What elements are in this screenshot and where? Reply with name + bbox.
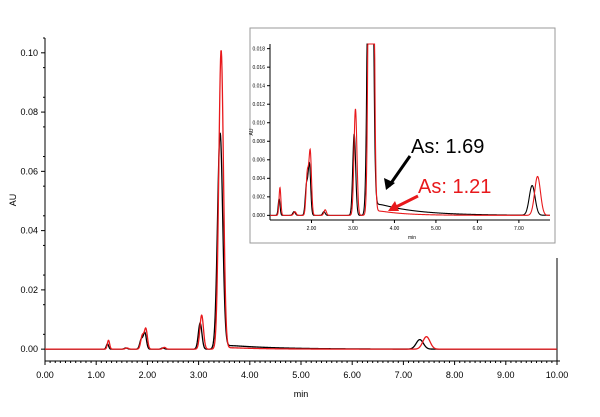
main-series-group	[45, 50, 557, 350]
main-axes	[44, 38, 560, 362]
inset-series-group	[270, 43, 550, 216]
inset-y-tick-label: 0.002	[252, 195, 265, 201]
x-tick-label: 2.00	[139, 370, 157, 380]
inset-y-tick-label: 0.008	[252, 139, 265, 145]
inset-x-axis-label: min	[408, 235, 416, 241]
inset-y-axis-label: AU	[249, 128, 255, 135]
inset-x-tick-label: 4.00	[390, 226, 400, 232]
inset-x-tick-label: 5.00	[431, 226, 441, 232]
y-tick-label: 0.04	[20, 226, 38, 236]
x-tick-label: 1.00	[87, 370, 105, 380]
x-tick-label: 4.00	[241, 370, 259, 380]
inset-x-tick-label: 3.00	[348, 226, 358, 232]
x-axis-ticks: 0.00 1.00 2.00 3.00 4.00 5.00 6.00 7.00 8.00 9.00…	[36, 361, 568, 380]
inset-y-tick-label: 0.010	[252, 121, 265, 127]
inset-series-line-red	[270, 43, 550, 216]
y-tick-label: 0.02	[20, 285, 38, 295]
inset-y-tick-label: 0.016	[252, 65, 265, 71]
y-tick-label: 0.06	[20, 166, 38, 176]
x-tick-label: 6.00	[343, 370, 361, 380]
inset-x-tick-label: 6.00	[473, 226, 483, 232]
x-tick-label: 5.00	[292, 370, 310, 380]
annotation-arrowhead-red	[388, 201, 399, 211]
x-tick-label: 3.00	[190, 370, 208, 380]
y-axis-ticks: 0.00 0.02 0.04 0.06 0.08 0.10	[20, 37, 45, 354]
y-tick-label: 0.10	[20, 48, 38, 58]
x-tick-label: 7.00	[395, 370, 413, 380]
inset-y-tick-label: 0.006	[252, 158, 265, 164]
inset-x-tick-label: 2.00	[307, 226, 317, 232]
inset-y-tick-label: 0.018	[252, 46, 265, 52]
inset-y-tick-label: 0.012	[252, 102, 265, 108]
x-axis-label: min	[294, 389, 309, 399]
annotation-arrow-red	[393, 194, 419, 210]
annotation-arrowhead-black	[384, 178, 395, 190]
inset-x-tick-label: 7.00	[514, 226, 524, 232]
annotation-black: As: 1.69	[411, 136, 484, 158]
inset-panel: 2.00 3.00 4.00 5.00 6.00 7.00 0.000 0.002 0.004…	[249, 27, 556, 244]
inset-y-tick-label: 0.004	[252, 176, 265, 182]
x-tick-label: 8.00	[446, 370, 464, 380]
y-tick-label: 0.08	[20, 107, 38, 117]
x-tick-label: 10.00	[546, 370, 569, 380]
annotations-group: As: 1.69 As: 1.21	[384, 136, 491, 211]
inset-y-tick-label: 0.000	[252, 213, 265, 219]
series-line-red	[45, 50, 557, 350]
x-tick-label: 0.00	[36, 370, 54, 380]
inset-y-tick-label: 0.014	[252, 83, 265, 89]
inset-x-axis-ticks: 2.00 3.00 4.00 5.00 6.00 7.00	[307, 220, 524, 232]
y-tick-label: 0.00	[20, 344, 38, 354]
inset-frame	[249, 27, 556, 244]
inset-y-axis-ticks: 0.000 0.002 0.004 0.006 0.008 0.010 0.012 0.014…	[252, 46, 270, 219]
annotation-red: As: 1.21	[418, 176, 491, 198]
x-tick-label: 9.00	[497, 370, 515, 380]
y-axis-label: AU	[8, 194, 18, 207]
annotation-arrow-black	[387, 155, 412, 187]
